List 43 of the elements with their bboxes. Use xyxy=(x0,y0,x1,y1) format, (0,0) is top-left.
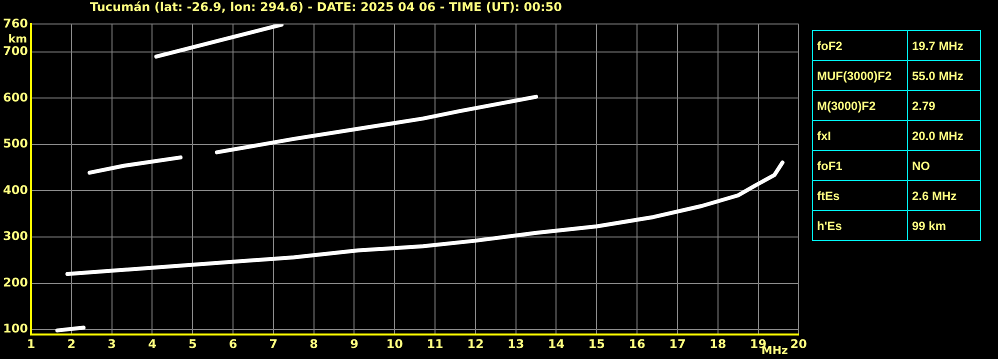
x-tick-label: 4 xyxy=(148,336,156,351)
x-tick-label: 1 xyxy=(26,336,36,351)
text: 55.0 MHz xyxy=(908,60,980,90)
x-tick-label: 17 xyxy=(669,336,686,351)
y-axis-title: km xyxy=(8,32,28,46)
text: NO xyxy=(908,150,980,180)
text: foF2 xyxy=(812,30,908,60)
y-tick-label: 760 xyxy=(2,16,28,30)
x-tick-label: 3 xyxy=(108,336,116,351)
chart-title: Tucumán (lat: -26.9, lon: 294.6) - DATE: 2025 04 06 - TIME (UT): 00:50 xyxy=(90,0,562,14)
text: 2.79 xyxy=(908,90,980,120)
y-tick-label: 500 xyxy=(2,136,28,151)
y-tick-label: 200 xyxy=(2,275,28,290)
x-tick-label: 10 xyxy=(386,336,403,351)
y-tick-label: 400 xyxy=(2,182,28,197)
text: M(3000)F2 xyxy=(812,90,908,120)
y-tick-label: 600 xyxy=(2,90,28,104)
text: ftEs xyxy=(812,180,908,210)
x-tick-label: 5 xyxy=(188,336,197,351)
y-tick-label: 700 xyxy=(2,44,28,58)
x-tick-label: 6 xyxy=(228,336,238,351)
x-tick-label: 20 xyxy=(790,336,807,351)
x-tick-label: 9 xyxy=(350,336,358,351)
y-tick-label: 300 xyxy=(2,229,28,244)
y-tick-label: 100 xyxy=(2,322,28,336)
text: 20.0 MHz xyxy=(908,120,980,150)
x-tick-label: 8 xyxy=(310,336,318,351)
text: 2.6 MHz xyxy=(908,180,980,210)
text: foF1 xyxy=(812,150,908,180)
x-tick-label: 14 xyxy=(548,336,565,351)
x-tick-label: 12 xyxy=(467,336,484,351)
x-tick-label: 2 xyxy=(67,336,76,351)
text: MUF(3000)F2 xyxy=(812,60,908,90)
x-tick-label: 13 xyxy=(508,336,524,351)
text: fxI xyxy=(812,120,908,150)
text: h'Es xyxy=(812,210,908,240)
x-tick-label: 7 xyxy=(269,336,278,351)
x-tick-label: 18 xyxy=(710,336,726,351)
x-tick-label: 11 xyxy=(426,336,444,351)
text: 99 km xyxy=(908,210,980,240)
x-tick-label: 15 xyxy=(588,336,605,351)
x-tick-label: 16 xyxy=(628,336,646,351)
text: 19.7 MHz xyxy=(908,30,980,60)
